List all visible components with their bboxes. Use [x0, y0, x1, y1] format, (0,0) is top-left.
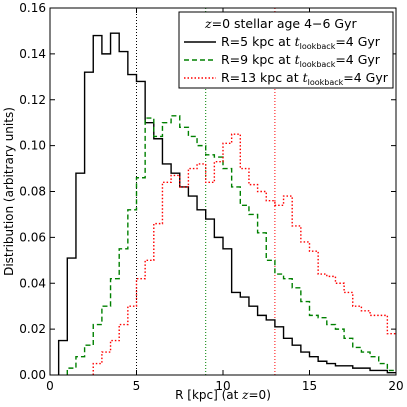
y-tick-label-1: 0.02: [19, 322, 46, 336]
x-axis-label: R [kpc] (at z=0): [175, 388, 271, 402]
y-tick-label-5: 0.10: [19, 139, 46, 153]
x-tick-label-0: 0: [46, 379, 54, 393]
series-line-1: [66, 115, 396, 375]
legend-box: [178, 11, 394, 89]
legend-title-var: z: [204, 16, 212, 31]
x-axis-label-end: =0): [249, 388, 271, 402]
y-tick-label-7: 0.14: [19, 47, 46, 61]
y-tick-label-3: 0.06: [19, 230, 46, 244]
x-tick-label-3: 15: [302, 379, 317, 393]
y-tick-label-4: 0.08: [19, 185, 46, 199]
legend-title: z=0 stellar age 4−6 Gyr: [204, 16, 358, 31]
y-tick-label-2: 0.04: [19, 276, 46, 290]
legend-title-rest: =0 stellar age 4−6 Gyr: [212, 16, 358, 31]
y-tick-label-0: 0.00: [19, 368, 46, 382]
y-tick-label-8: 0.16: [19, 1, 46, 15]
x-axis-label-var: z: [241, 388, 249, 402]
axis-ticks: 0 5 10 15 20 0.00 0.02 0.04 0.06 0.08 0.10 0.12 0.14…: [19, 1, 403, 393]
series-line-2: [92, 133, 396, 375]
legend-label-0: R=5 kpc at tlookback=4 Gyr: [221, 34, 381, 51]
series-line-0: [57, 32, 396, 375]
y-tick-label-6: 0.12: [19, 93, 46, 107]
x-tick-label-1: 5: [133, 379, 141, 393]
x-tick-label-2: 10: [215, 379, 230, 393]
legend: z=0 stellar age 4−6 Gyr R=5 kpc at tlook…: [178, 11, 394, 89]
legend-label-1: R=9 kpc at tlookback=4 Gyr: [221, 52, 381, 69]
legend-label-2: R=13 kpc at tlookback=4 Gyr: [221, 70, 389, 87]
y-axis-label: Distribution (arbitrary units): [2, 107, 16, 276]
x-axis-label-main: R [kpc] (at: [175, 388, 242, 402]
x-tick-label-4: 20: [388, 379, 403, 393]
series-layer: [57, 32, 396, 375]
